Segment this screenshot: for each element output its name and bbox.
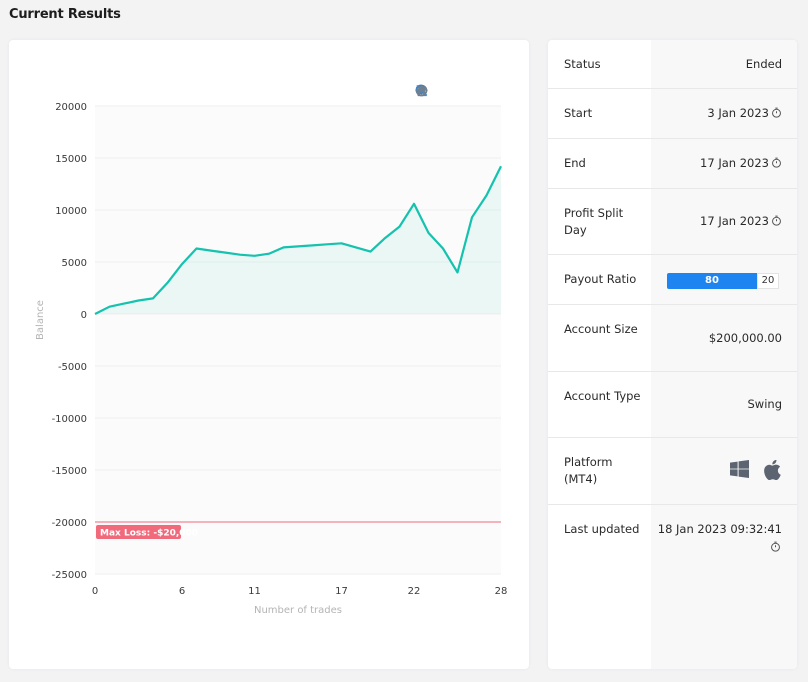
account-info-panel: Status Ended Start 3 Jan 2023 End 17 Jan… [548,40,797,669]
account-type-row: Account Type Swing [548,372,797,438]
apple-icon [764,460,781,480]
last-updated-label: Last updated [564,522,640,536]
balance-chart-card: 20000 15000 10000 5000 0 -5000 -10000 -15000 -20… [9,40,529,669]
end-value: 17 Jan 2023 [700,155,782,172]
page-title: Current Results [9,7,121,22]
account-size-value: $200,000.00 [708,331,782,345]
platform-row: Platform (MT4) [548,438,797,505]
start-value: 3 Jan 2023 [707,105,782,122]
status-row: Status Ended [548,40,797,89]
account-size-row: Account Size $200,000.00 [548,305,797,372]
last-updated-value: 18 Jan 2023 09:32:41 [657,522,782,536]
status-value: Ended [745,57,782,71]
stopwatch-icon [772,107,781,118]
y-tick-label: 15000 [55,154,87,165]
x-tick-label: 17 [335,586,348,597]
balance-chart: 20000 15000 10000 5000 0 -5000 -10000 -15000 -20… [35,102,508,616]
payout-firm-share: 20 [757,273,779,289]
end-row: End 17 Jan 2023 [548,139,797,189]
plot-area [95,106,501,574]
profit-split-row: Profit Split Day 17 Jan 2023 [548,189,797,255]
windows-icon [730,460,749,478]
balance-line [94,165,502,315]
start-label: Start [564,106,593,120]
payout-ratio-row: Payout Ratio 80 20 [548,255,797,305]
account-type-label: Account Type [564,389,641,403]
account-size-label: Account Size [564,322,638,336]
y-tick-label: 10000 [55,206,87,217]
y-axis-label: Balance [35,300,46,340]
platform-label: Platform (MT4) [564,455,613,486]
status-label: Status [564,57,601,71]
payout-trader-share: 80 [667,273,757,289]
profit-split-value: 17 Jan 2023 [700,213,782,230]
start-row: Start 3 Jan 2023 [548,89,797,139]
y-tick-label: 20000 [55,102,87,113]
x-tick-label: 28 [495,586,508,597]
y-tick-label: -20000 [52,518,87,529]
max-loss-label: Max Loss: -$20,000 [100,529,198,539]
x-tick-label: 11 [248,586,261,597]
x-axis-label: Number of trades [254,605,342,616]
y-tick-label: 5000 [62,258,87,269]
payout-ratio-bar: 80 20 [667,273,779,289]
last-updated-row: Last updated 18 Jan 2023 09:32:41 [548,505,797,585]
y-tick-label: -15000 [52,466,87,477]
y-tick-label: -25000 [52,570,87,581]
end-label: End [564,156,586,170]
stopwatch-icon [772,215,781,226]
stopwatch-icon [772,157,781,168]
balance-area [95,166,501,314]
x-tick-label: 6 [179,586,185,597]
payout-ratio-label: Payout Ratio [564,272,637,286]
stopwatch-icon [771,541,780,552]
x-tick-label: 22 [408,586,421,597]
max-loss-badge [96,525,181,539]
x-tick-label: 0 [92,586,98,597]
profit-split-label: Profit Split Day [564,206,624,237]
y-tick-label: 0 [81,310,87,321]
account-type-value: Swing [747,397,783,411]
y-tick-label: -10000 [52,414,87,425]
y-tick-label: -5000 [58,362,87,373]
eye-off-icon[interactable] [415,84,428,97]
